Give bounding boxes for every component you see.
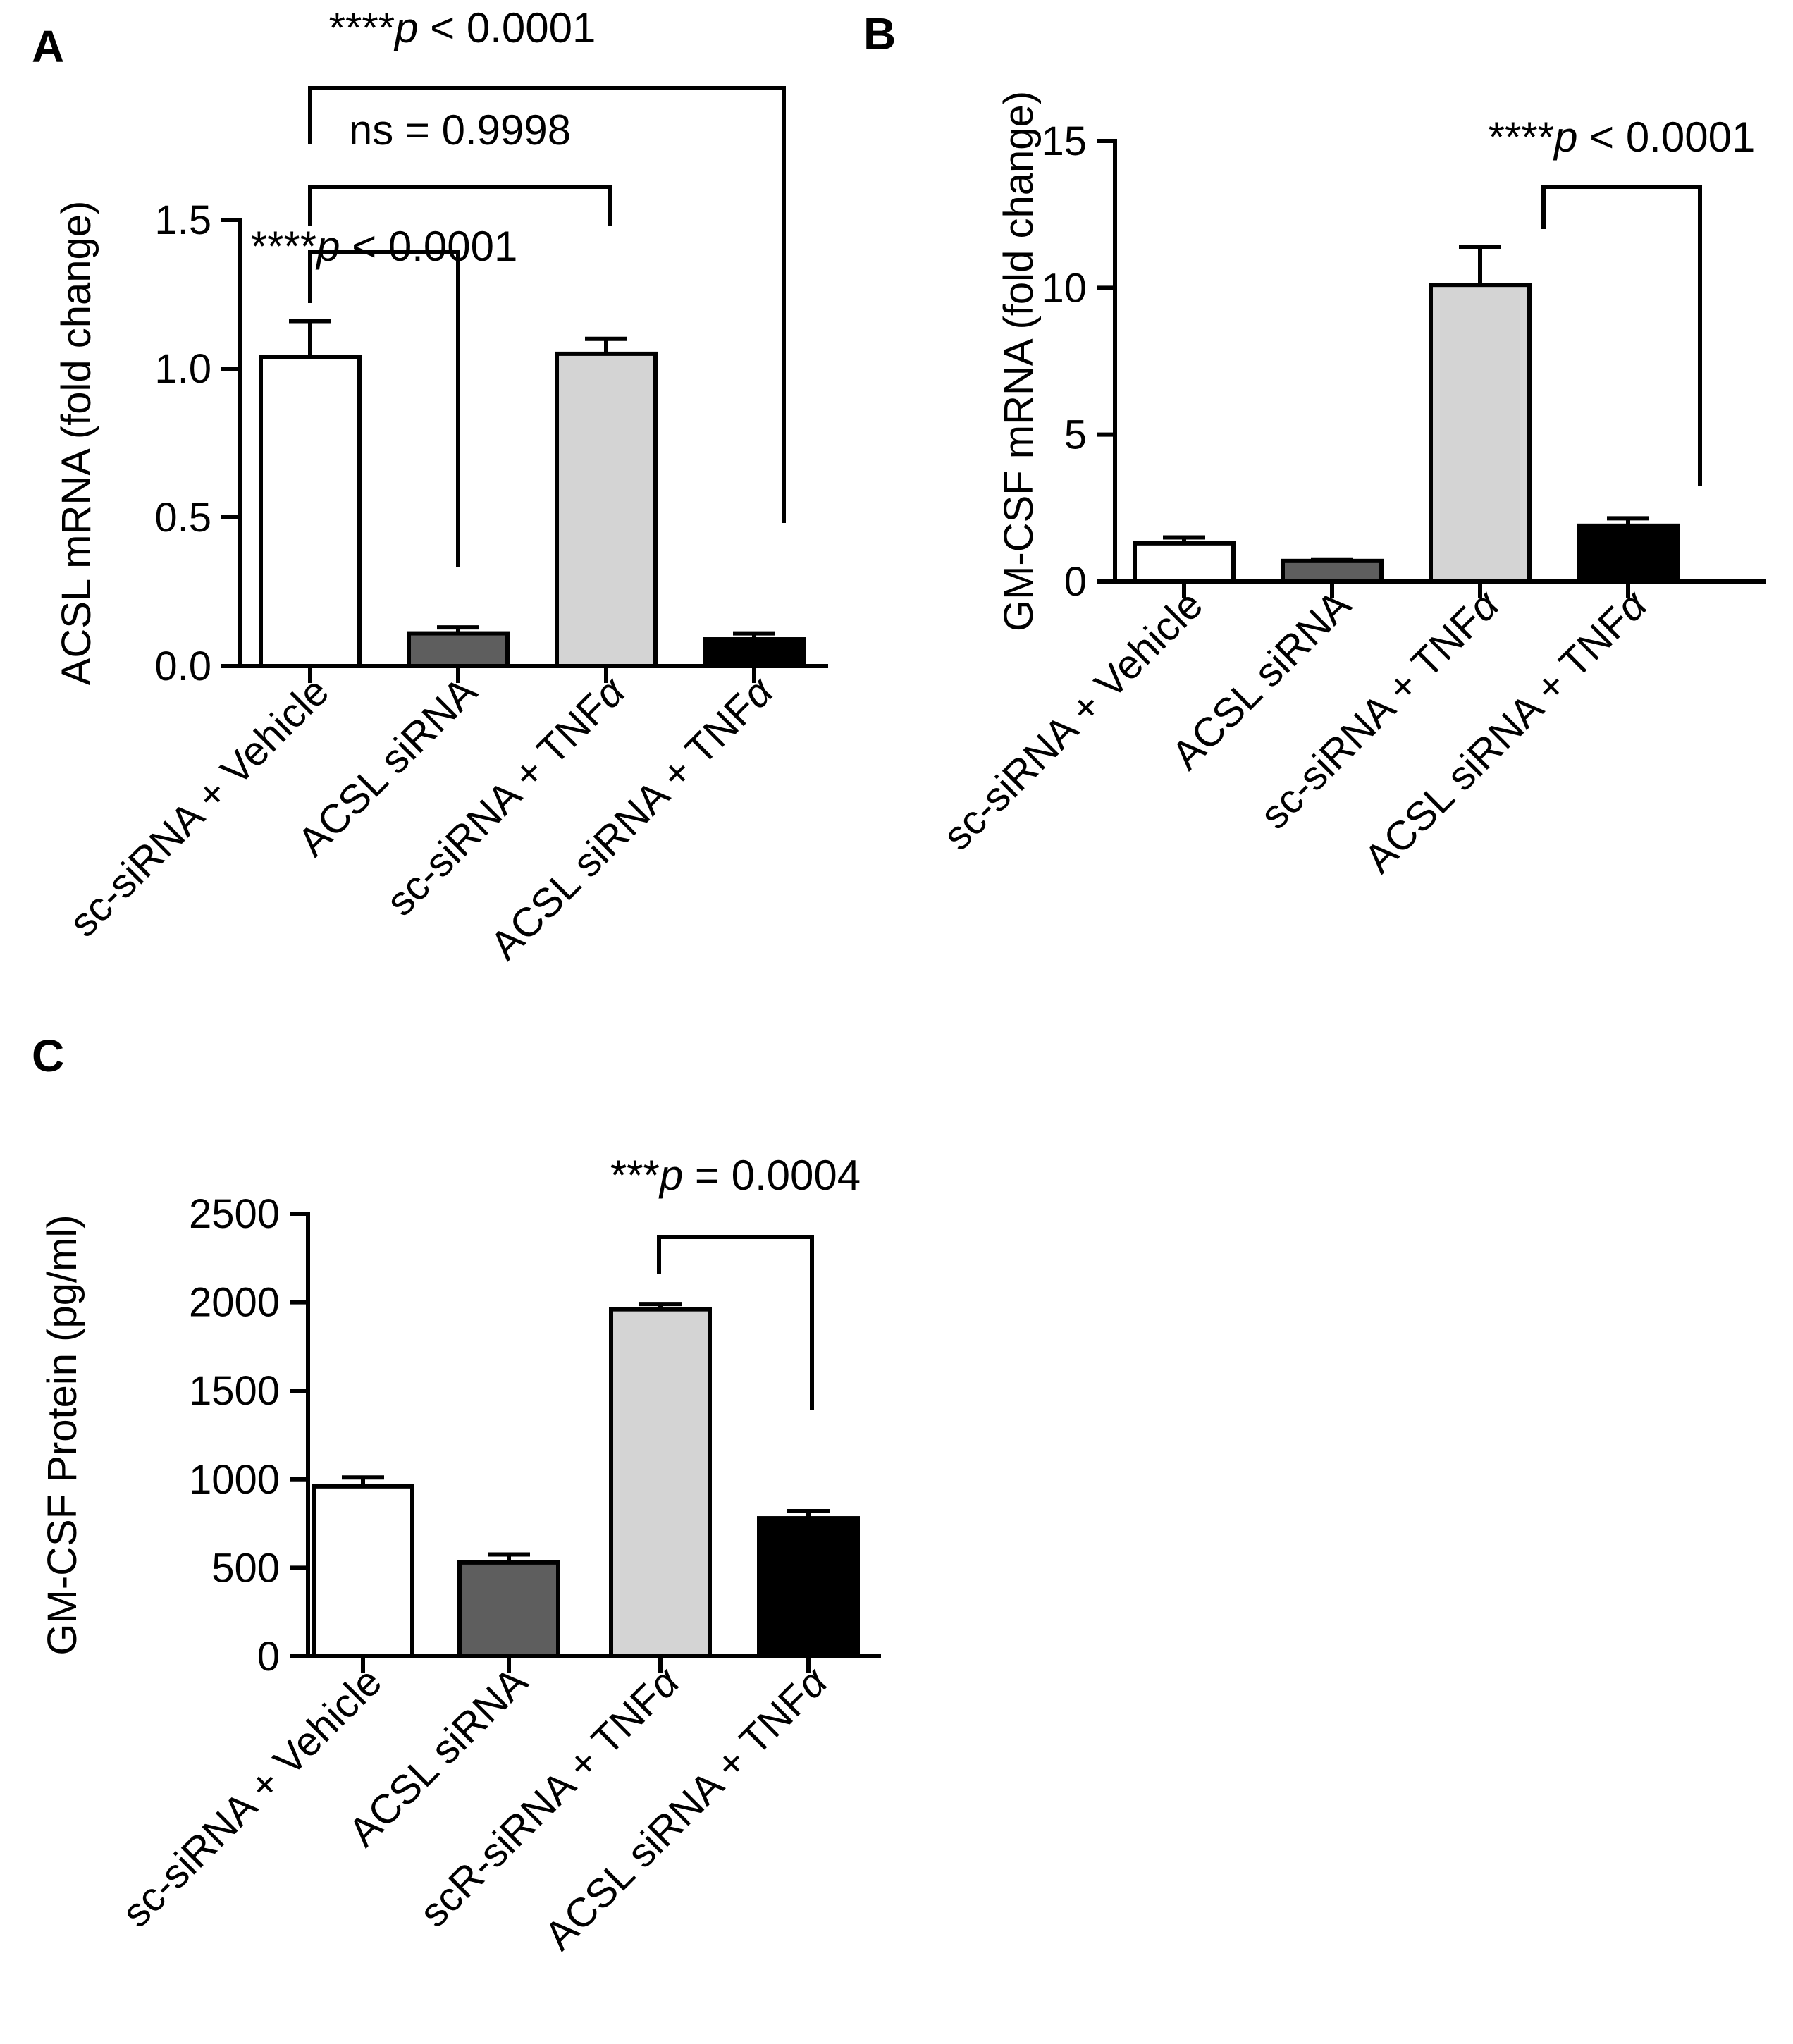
category-label: sc-siRNA + Vehicle <box>113 1658 391 1936</box>
bar <box>1133 541 1236 584</box>
significance-label: ****p < 0.0001 <box>329 4 596 51</box>
category-label: scR-siRNA + TNFα <box>411 1658 689 1936</box>
bar <box>555 351 658 668</box>
significance-label: ns = 0.9998 <box>349 106 571 154</box>
y-tick-label: 1.5 <box>154 197 211 243</box>
panel-letter: C <box>32 1030 64 1081</box>
bar <box>407 631 510 669</box>
y-tick-label: 1000 <box>189 1457 280 1503</box>
bar <box>609 1307 712 1658</box>
error-bar <box>1607 516 1649 526</box>
error-bar <box>1459 245 1501 285</box>
category-label: sc-siRNA + Vehicle <box>935 581 1212 859</box>
bar <box>312 1484 414 1658</box>
y-axis-title: GM-CSF Protein (pg/ml) <box>39 1214 85 1655</box>
category-label: ACSL siRNA + TNFα <box>1355 581 1656 882</box>
y-tick-label: 5 <box>1064 412 1087 458</box>
significance-label: ****p < 0.0001 <box>251 223 518 270</box>
significance-bracket <box>308 185 612 226</box>
panel-letter: B <box>863 8 896 59</box>
significance-label: ***p = 0.0004 <box>610 1152 861 1199</box>
y-tick-label: 0.0 <box>154 644 211 689</box>
y-tick-label: 0.5 <box>154 495 211 541</box>
y-tick-label: 0 <box>257 1634 280 1680</box>
y-axis-title: GM-CSF mRNA (fold change) <box>996 91 1042 632</box>
error-bar <box>437 625 479 634</box>
significance-bracket <box>657 1235 814 1410</box>
bar <box>457 1560 560 1659</box>
y-tick-label: 0 <box>1064 559 1087 605</box>
panel-letter: A <box>32 21 64 72</box>
category-label: ACSL siRNA + TNFα <box>536 1658 837 1959</box>
y-tick-label: 2000 <box>189 1280 280 1326</box>
bar <box>1281 558 1384 584</box>
panel-b: B GM-CSF mRNA (fold change) 0 5 10 15 sc-siRNA… <box>863 8 1766 882</box>
bar <box>1577 523 1680 584</box>
significance-bracket <box>308 250 460 567</box>
error-bar <box>585 336 627 354</box>
error-bar <box>488 1552 530 1563</box>
y-tick-label: 1500 <box>189 1368 280 1414</box>
y-tick-label: 2500 <box>189 1191 280 1237</box>
category-label: ACSL siRNA + TNFα <box>481 667 782 968</box>
y-tick-label: 15 <box>1041 118 1087 164</box>
significance-bracket <box>1541 185 1702 486</box>
y-tick-label: 10 <box>1041 265 1087 311</box>
category-label: sc-siRNA + Vehicle <box>61 668 338 946</box>
error-bar <box>1311 557 1353 562</box>
error-bar <box>787 1509 830 1519</box>
y-tick-label: 1.0 <box>154 346 211 392</box>
y-tick-label: 500 <box>211 1545 280 1591</box>
error-bar <box>733 631 775 640</box>
bar <box>703 637 806 669</box>
bar <box>757 1516 860 1658</box>
panel-a: A ACSL mRNA (fold change) 0.0 0.5 1.0 1.5 sc-s… <box>32 4 828 968</box>
y-axis-title: ACSL mRNA (fold change) <box>54 201 99 686</box>
significance-bracket <box>308 86 786 523</box>
significance-label: ****p < 0.0001 <box>1489 113 1756 161</box>
error-bar <box>289 319 331 357</box>
error-bar <box>342 1475 384 1486</box>
bar <box>1429 283 1532 584</box>
error-bar <box>639 1302 682 1310</box>
bar <box>259 355 362 668</box>
panel-c: C GM-CSF Protein (pg/ml) 0 500 1000 1500 2000 2… <box>32 1030 881 1959</box>
error-bar <box>1163 535 1205 543</box>
